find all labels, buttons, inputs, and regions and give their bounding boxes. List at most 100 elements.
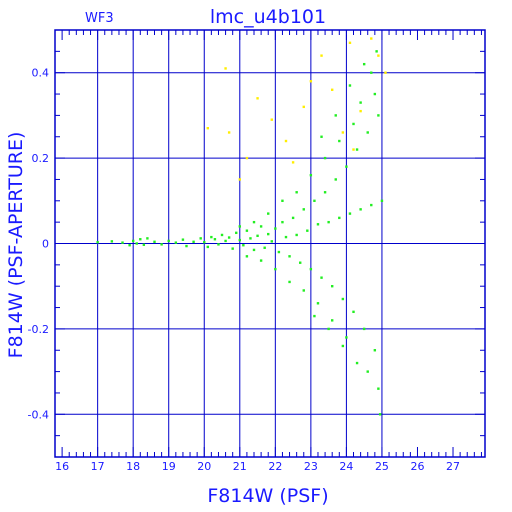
data-point (375, 50, 378, 53)
data-point (267, 212, 270, 215)
data-point (377, 54, 380, 57)
data-point (330, 88, 334, 91)
data-point (199, 237, 202, 240)
data-point (135, 242, 138, 245)
data-point (281, 199, 284, 202)
y-tick-label: 0.2 (32, 152, 50, 165)
data-point (284, 235, 288, 239)
data-point (345, 336, 348, 339)
data-point (330, 319, 334, 322)
data-point (181, 238, 185, 241)
data-point (291, 161, 295, 164)
data-point (121, 241, 124, 244)
data-point (348, 41, 352, 45)
data-point (302, 289, 305, 292)
data-point (142, 243, 146, 246)
data-point (259, 225, 263, 228)
data-point (220, 233, 224, 237)
x-tick-label: 17 (91, 460, 105, 473)
data-point (362, 62, 366, 66)
data-point (210, 235, 213, 239)
data-point (128, 244, 131, 247)
y-axis-label: F814W (PSF-APERTURE) (5, 132, 27, 359)
data-point (330, 285, 334, 288)
data-point (334, 114, 337, 117)
data-point (274, 267, 277, 271)
data-point (153, 240, 156, 243)
x-tick-label: 16 (55, 460, 69, 473)
data-point (345, 165, 348, 168)
data-point (334, 178, 337, 181)
data-point (338, 139, 341, 143)
x-tick-label: 19 (162, 460, 176, 473)
data-point (281, 220, 284, 224)
panel-label: WF3 (85, 11, 114, 26)
data-point (227, 236, 231, 239)
data-point (160, 243, 163, 246)
data-point (213, 238, 217, 241)
data-point (203, 241, 206, 244)
data-point (355, 361, 359, 365)
data-point (302, 208, 305, 211)
data-point (323, 191, 327, 194)
data-point (270, 240, 273, 243)
data-point (224, 67, 227, 70)
chart-title: lmc_u4b101 (210, 6, 326, 28)
data-point (245, 229, 249, 232)
data-point (370, 71, 373, 74)
data-point (323, 156, 327, 160)
data-point (245, 255, 249, 258)
x-axis-label: F814W (PSF) (207, 485, 328, 507)
data-point (249, 237, 252, 240)
data-point (284, 139, 288, 143)
data-point (242, 244, 245, 247)
data-point (348, 212, 352, 215)
data-point (295, 191, 298, 194)
data-point (238, 238, 241, 242)
y-tick-label: -0.2 (28, 323, 49, 336)
data-point (320, 276, 323, 279)
data-point (185, 244, 188, 248)
data-point (320, 135, 323, 138)
data-point (224, 239, 227, 243)
data-point (341, 131, 345, 134)
plot-frame (54, 29, 486, 458)
data-point (373, 92, 377, 96)
data-point (259, 259, 263, 262)
data-point (174, 241, 178, 244)
data-point (313, 314, 316, 318)
data-points (96, 37, 387, 416)
x-tick-label: 18 (126, 460, 140, 473)
data-point (359, 208, 362, 211)
data-point (227, 131, 231, 134)
data-point (277, 250, 281, 254)
data-point (309, 173, 313, 177)
data-point (366, 370, 369, 373)
x-tick-label: 26 (410, 460, 424, 473)
data-point (238, 178, 241, 181)
x-tick-label: 27 (446, 460, 460, 473)
data-point (131, 239, 135, 243)
data-point (206, 245, 210, 249)
data-point (96, 241, 99, 244)
data-point (377, 387, 380, 390)
y-tick-label: 0 (42, 238, 49, 251)
data-point (288, 255, 291, 258)
data-point (288, 280, 291, 284)
data-point (206, 127, 210, 130)
data-point (256, 234, 259, 238)
data-point (309, 267, 313, 271)
data-point (274, 227, 277, 230)
data-point (341, 297, 345, 301)
data-point (192, 240, 195, 243)
data-point (235, 231, 238, 235)
data-point (217, 243, 220, 246)
data-point (306, 229, 309, 232)
data-point (320, 54, 323, 57)
data-point (366, 131, 369, 134)
data-point (316, 302, 320, 305)
data-point (355, 148, 359, 151)
y-tick-label: -0.4 (28, 408, 49, 421)
data-point (327, 327, 330, 331)
data-point (352, 148, 355, 151)
